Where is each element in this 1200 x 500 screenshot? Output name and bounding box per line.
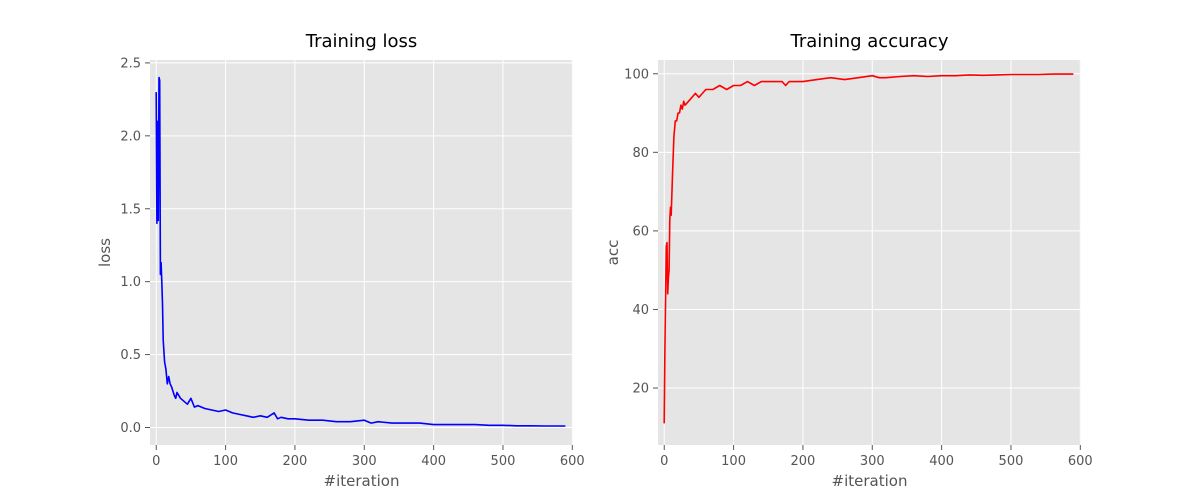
chart0-x-tick-label: 200 (283, 454, 308, 469)
chart0-x-tick-label: 500 (491, 454, 516, 469)
chart0-y-tick-label: 1.0 (120, 275, 141, 290)
chart0-y-tick-label: 0.0 (120, 421, 141, 436)
chart0-x-tick-label: 400 (421, 454, 446, 469)
chart1-x-tick-label: 500 (999, 454, 1024, 469)
chart0-series-line (155, 76, 566, 427)
chart1-x-tick-label: 600 (1068, 454, 1093, 469)
chart1-x-tick-label: 200 (791, 454, 816, 469)
chart1-x-tick-label: 400 (929, 454, 954, 469)
chart1-axes: 0 100 200 300 400 500 600 20 40 60 80 100 Training a… (604, 31, 1093, 490)
chart1-y-axis-label: acc (604, 240, 622, 266)
chart1-y-tick-label: 60 (632, 224, 649, 239)
chart0-y-tick-label: 1.5 (120, 202, 141, 217)
chart0-x-tick-label: 100 (213, 454, 238, 469)
chart1-plot-area (658, 60, 1081, 445)
chart1-x-tick-label: 100 (721, 454, 746, 469)
chart0-x-axis-label: #iteration (324, 472, 400, 490)
chart0-x-tick-label: 600 (560, 454, 585, 469)
chart1-x-tick-label: 0 (660, 454, 668, 469)
chart1-x-axis-label: #iteration (832, 472, 908, 490)
chart1-y-tick-label: 80 (632, 146, 649, 161)
chart1-series-line (663, 73, 1074, 424)
chart0-y-tick-label: 2.5 (120, 56, 141, 71)
chart0-y-axis-label: loss (96, 238, 114, 267)
chart0-x-tick-label: 300 (352, 454, 377, 469)
chart1-x-tick-label: 300 (860, 454, 885, 469)
chart1-title: Training accuracy (790, 31, 949, 52)
chart1-y-tick-label: 40 (632, 303, 649, 318)
chart1-y-tick-label: 20 (632, 382, 649, 397)
chart1-y-tick-label: 100 (624, 67, 649, 82)
chart0-x-tick-label: 0 (152, 454, 160, 469)
chart0-y-tick-label: 0.5 (120, 348, 141, 363)
chart0-axes: 0 100 200 300 400 500 600 0.0 0.5 1.0 1.5 2.0 2.5 Tra… (96, 31, 585, 490)
chart0-title: Training loss (305, 31, 418, 52)
chart0-plot-area (150, 60, 573, 445)
chart0-y-tick-label: 2.0 (120, 129, 141, 144)
